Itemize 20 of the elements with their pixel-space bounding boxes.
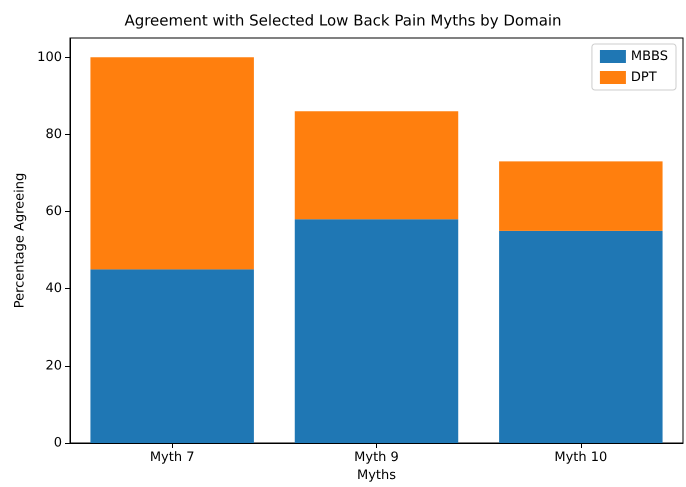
bar	[90, 57, 254, 270]
x-tick-label: Myth 9	[354, 450, 399, 465]
y-tick-label: 100	[37, 50, 62, 65]
bar	[90, 269, 254, 443]
y-tick-label: 80	[45, 126, 62, 142]
y-axis-title: Percentage Agreeing	[12, 172, 28, 308]
y-tick-label: 60	[45, 204, 62, 220]
bar	[499, 161, 663, 231]
y-tick-label: 0	[54, 436, 62, 450]
legend-label: MBBS	[630, 49, 668, 64]
x-tick-label: Myth 10	[554, 450, 608, 465]
legend-label: DPT	[630, 70, 657, 85]
y-tick-label: 20	[45, 358, 62, 374]
bar	[499, 230, 663, 443]
chart-title: Agreement with Selected Low Back Pain Myths by Domain	[124, 12, 562, 30]
bar	[294, 219, 458, 443]
x-tick-label: Myth 7	[150, 450, 194, 465]
bar	[294, 111, 458, 220]
x-axis-title: Myths	[356, 468, 396, 483]
y-tick-label: 40	[45, 281, 62, 296]
